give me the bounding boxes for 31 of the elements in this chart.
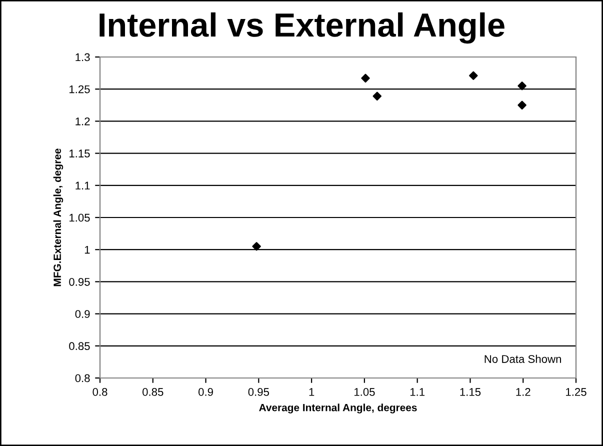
x-tick-label: 0.9 [198,388,213,396]
point [372,92,382,101]
point [361,74,370,83]
x-tick-label: 0.8 [92,388,108,396]
y-tick-label: 1.05 [70,214,90,222]
point [252,242,261,251]
x-tick-label: 1.1 [410,388,425,396]
x-tick-label: 1.05 [354,388,375,396]
x-axis-title: Average Internal Angle, degrees [259,404,417,414]
y-tick-label: 1.3 [76,53,90,62]
y-tick-label: 0.8 [75,374,90,382]
point [469,71,478,80]
y-tick-label: 0.9 [75,310,90,318]
point [518,82,526,90]
x-tick-label: 1.25 [566,388,586,396]
y-tick-label: 0.85 [69,342,90,350]
y-tick-label: 1.1 [76,182,90,190]
y-tick-label: 1 [84,246,90,254]
x-tick-label: 0.95 [248,388,270,396]
y-tick-label: 1.25 [70,85,90,94]
x-tick-label: 1 [309,388,314,396]
y-tick-label: 1.2 [76,117,90,126]
x-tick-label: 1.2 [516,388,530,396]
point [518,100,526,110]
annotation: No Data Shown [484,354,561,363]
y-tick-label: 1.15 [70,150,90,158]
y-tick-label: 0.95 [69,278,90,286]
x-tick-label: 1.15 [460,388,481,396]
chart-title: Internal vs External Angle [100,12,504,44]
x-tick-label: 0.85 [142,388,164,396]
y-axis-title: MFG.External Angle, degree [53,148,64,286]
